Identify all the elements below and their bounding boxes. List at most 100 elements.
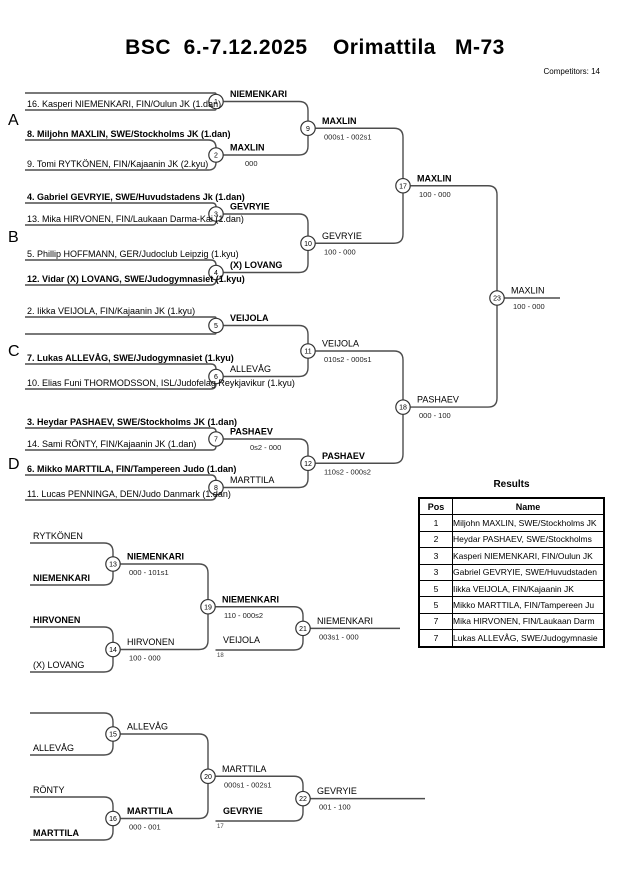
competitor-name: 9. Tomi RYTKÖNEN, FIN/Kajaanin JK (2.kyu… bbox=[27, 159, 208, 169]
match-number: 1 bbox=[214, 99, 218, 106]
match-number: 19 bbox=[204, 604, 212, 611]
winner-label: PASHAEV bbox=[322, 451, 365, 461]
bracket-line bbox=[30, 796, 114, 812]
bracket-line bbox=[223, 135, 309, 156]
match-circle-2 bbox=[208, 147, 224, 163]
match-score: 110 - 000s2 bbox=[224, 611, 263, 620]
competitor-name: 2. Iikka VEIJOLA, FIN/Kajaanin JK (1.kyu… bbox=[27, 306, 195, 316]
winner-label: MAXLIN bbox=[417, 173, 452, 183]
match-circle-13 bbox=[105, 556, 121, 572]
winner-label: (X) LOVANG bbox=[230, 260, 282, 270]
pos-cell: 3 bbox=[418, 547, 453, 565]
match-score-fragment: 0s2 - 000 bbox=[250, 443, 281, 452]
match-score-fragment: 000 bbox=[245, 159, 258, 168]
repechage-competitor-name: NIEMENKARI bbox=[33, 573, 90, 583]
winner-label: VEIJOLA bbox=[230, 313, 269, 323]
match-score: 100 - 000 bbox=[324, 247, 356, 256]
match-score: 100 - 000 bbox=[513, 302, 545, 311]
bracket-line bbox=[215, 606, 304, 622]
match-number: 18 bbox=[399, 405, 407, 412]
match-circle-10 bbox=[300, 235, 316, 252]
bracket-line bbox=[25, 474, 217, 481]
winner-label: MARTTILA bbox=[222, 764, 266, 774]
table-header-row: Pos Name bbox=[418, 497, 605, 516]
bracket-line bbox=[30, 741, 114, 756]
bracket-line bbox=[410, 305, 498, 408]
match-circle-3 bbox=[208, 206, 224, 222]
winner-label: GEVRYIE bbox=[230, 202, 270, 212]
match-number: 12 bbox=[304, 461, 312, 468]
winner-label: NIEMENKARI bbox=[222, 594, 279, 604]
section-label-a: A bbox=[8, 112, 19, 129]
match-circle-17 bbox=[395, 177, 411, 194]
bracket-line bbox=[223, 213, 309, 237]
bracket-line bbox=[410, 185, 498, 291]
match-circle-6 bbox=[208, 368, 224, 385]
name-cell: Miljohn MAXLIN, SWE/Stockholms JK bbox=[452, 514, 605, 532]
match-circle-5 bbox=[208, 317, 224, 334]
repechage-competitor-name: (X) LOVANG bbox=[33, 660, 84, 670]
name-cell: Mikko MARTTILA, FIN/Tampereen Ju bbox=[452, 596, 605, 614]
bracket-line bbox=[223, 324, 309, 344]
match-score: 000 - 100 bbox=[419, 411, 451, 420]
name-cell: Mika HIRVONEN, FIN/Laukaan Darm bbox=[452, 612, 605, 631]
pos-cell: 5 bbox=[418, 579, 453, 598]
drop-in-name: GEVRYIE bbox=[223, 806, 263, 816]
match-number: 3 bbox=[214, 212, 218, 219]
bracket-line bbox=[25, 92, 217, 95]
match-number: 20 bbox=[204, 774, 212, 781]
section-label-c: C bbox=[8, 343, 20, 360]
bracket-line bbox=[223, 470, 309, 489]
bracket-line bbox=[315, 127, 404, 179]
competitors-count: Competitors: 14 bbox=[543, 67, 600, 76]
winner-label: MAXLIN bbox=[511, 286, 545, 296]
bracket-line bbox=[215, 775, 304, 792]
table-row: 3 Kasperi NIEMENKARI, FIN/Oulun JK bbox=[418, 547, 605, 565]
results-table: Pos Name 1 Miljohn MAXLIN, SWE/Stockholms… bbox=[418, 497, 605, 648]
competitor-name: 7. Lukas ALLEVÅG, SWE/Judogymnasiet (1.k… bbox=[27, 353, 234, 363]
match-number: 5 bbox=[214, 323, 218, 330]
bracket-line bbox=[25, 494, 217, 501]
pos-cell: 7 bbox=[418, 629, 453, 648]
bracket-line bbox=[25, 221, 217, 226]
match-circle-21 bbox=[295, 620, 311, 637]
match-number: 14 bbox=[109, 647, 117, 654]
table-row: 1 Miljohn MAXLIN, SWE/Stockholms JK bbox=[418, 514, 605, 532]
pos-cell: 2 bbox=[418, 530, 453, 549]
match-score: 000 - 001 bbox=[129, 823, 161, 832]
match-circle-7 bbox=[208, 431, 224, 447]
match-circle-11 bbox=[300, 343, 316, 359]
winner-label: ALLEVÅG bbox=[127, 722, 168, 732]
match-number: 8 bbox=[214, 485, 218, 492]
bracket-line bbox=[30, 542, 114, 557]
match-score: 110s2 - 000s2 bbox=[324, 467, 371, 476]
bracket-line bbox=[25, 259, 217, 266]
repechage-competitor-name: RÖNTY bbox=[33, 785, 65, 795]
table-row: 2 Heydar PASHAEV, SWE/Stockholms bbox=[418, 530, 605, 549]
repechage-competitor-name: MARTTILA bbox=[33, 828, 79, 838]
winner-label: GEVRYIE bbox=[317, 786, 357, 796]
drop-in-match-ref: 18 bbox=[217, 653, 224, 659]
bracket-line bbox=[30, 712, 114, 727]
match-number: 23 bbox=[493, 296, 501, 303]
results-title: Results bbox=[493, 479, 530, 490]
match-number: 10 bbox=[304, 241, 312, 248]
winner-label: PASHAEV bbox=[417, 395, 459, 405]
competitor-name: 10. Elias Funi THORMODSSON, ISL/Judofela… bbox=[27, 378, 295, 388]
bracket-line bbox=[30, 825, 114, 841]
table-row: 5 Iikka VEIJOLA, FIN/Kajaanin JK bbox=[418, 579, 605, 598]
name-cell: Heydar PASHAEV, SWE/Stockholms bbox=[452, 530, 605, 549]
match-score: 100 - 000 bbox=[129, 654, 161, 663]
match-score: 010s2 - 000s1 bbox=[324, 355, 372, 364]
page-title: BSC 6.-7.12.2025 Orimattila M-73 bbox=[125, 36, 505, 59]
pos-header: Pos bbox=[418, 497, 453, 516]
section-label-d: D bbox=[8, 456, 20, 473]
match-number: 4 bbox=[214, 270, 218, 277]
bracket-line bbox=[30, 626, 114, 643]
bracket-line bbox=[223, 358, 309, 378]
repechage-competitor-name: HIRVONEN bbox=[33, 615, 80, 625]
bracket-line bbox=[25, 446, 217, 451]
competitor-name: 8. Miljohn MAXLIN, SWE/Stockholms JK (1.… bbox=[27, 129, 231, 139]
winner-label: MARTTILA bbox=[127, 806, 173, 816]
